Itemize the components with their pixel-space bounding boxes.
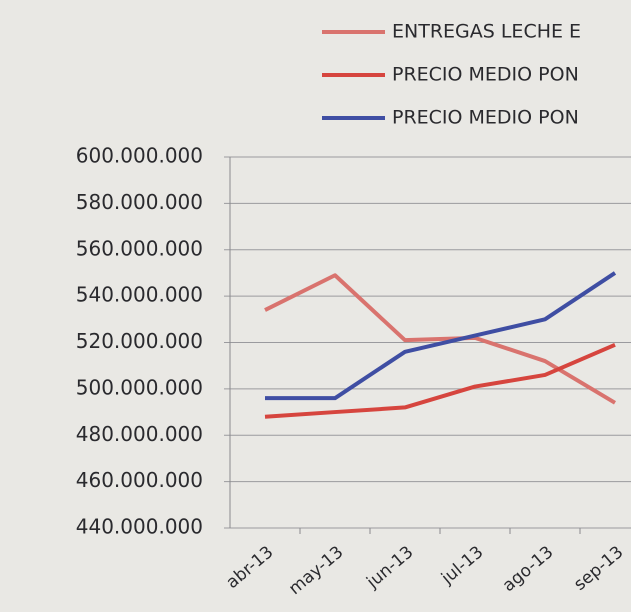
y-tick-label: 480.000.000 [76,422,203,446]
y-tick-label: 540.000.000 [76,283,203,307]
legend-label: PRECIO MEDIO PON [392,64,579,86]
x-tick-label: jun-13 [362,542,417,593]
y-tick-label: 600.000.000 [76,144,203,168]
series-line [265,271,617,401]
x-tick-label: jul-13 [437,542,487,589]
x-tick-label: ago-13 [499,542,558,596]
y-tick-label: 440.000.000 [76,515,203,539]
y-tick-label: 520.000.000 [76,329,203,353]
x-tick-label: abr-13 [223,542,278,593]
y-tick-label: 460.000.000 [76,468,203,492]
legend-label: PRECIO MEDIO PON [392,107,579,129]
x-tick-label: sep-13 [570,542,627,595]
series-line [264,342,616,419]
legend-label: ENTREGAS LECHE E [392,21,581,43]
y-tick-label: 500.000.000 [76,375,203,399]
series-line [264,273,617,405]
x-tick-label: may-13 [285,542,347,599]
y-tick-label: 580.000.000 [76,190,203,214]
y-tick-label: 560.000.000 [76,236,203,260]
